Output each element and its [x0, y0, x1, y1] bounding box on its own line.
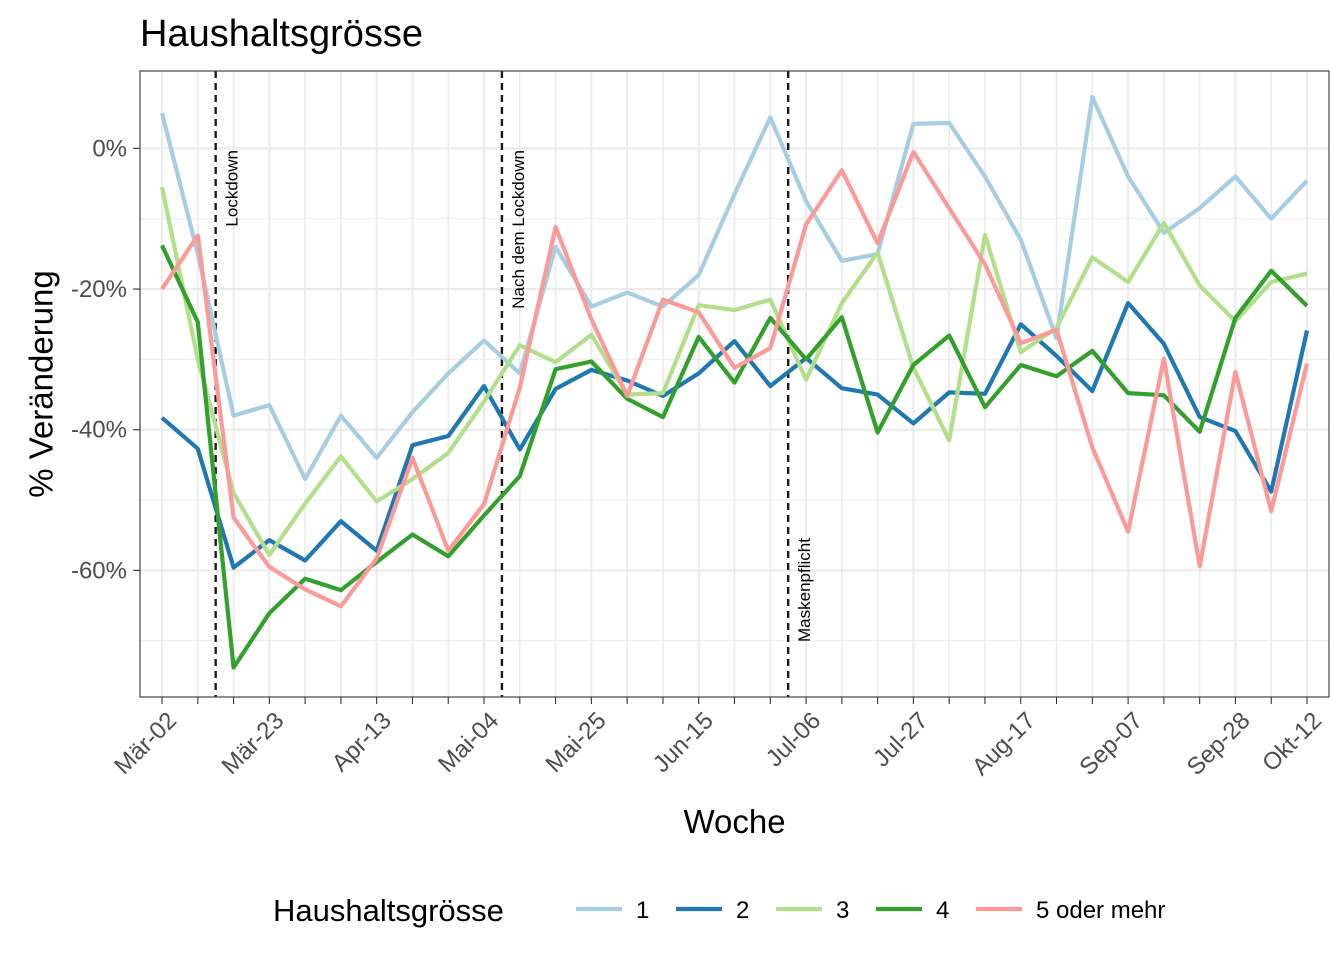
event-line-label: Nach dem Lockdown	[509, 150, 528, 309]
x-tick-label: Mai-25	[541, 707, 612, 778]
chart-title: Haushaltsgrösse	[140, 13, 423, 55]
series-line-3	[159, 186, 1308, 558]
x-tick-label: Jul-27	[868, 707, 933, 772]
y-axis: 0% -20% -40% -60%	[71, 135, 140, 584]
y-tick-label: -40%	[71, 417, 127, 444]
legend-label: 4	[936, 897, 949, 924]
x-tick-label: Aug-17	[967, 707, 1041, 781]
x-tick-label: Mär-02	[109, 707, 182, 780]
series-lines	[159, 94, 1310, 670]
x-tick-label: Apr-13	[327, 707, 397, 777]
x-tick-label: Sep-07	[1074, 707, 1148, 781]
legend-label: 3	[836, 897, 849, 924]
series-line-5-oder-mehr	[160, 149, 1310, 609]
x-tick-label: Jun-15	[648, 707, 719, 778]
x-tick-label: Sep-28	[1182, 707, 1256, 781]
event-lines: Lockdown Nach dem Lockdown Maskenpflicht	[214, 71, 814, 697]
series-line-4	[160, 244, 1309, 670]
y-tick-label: -20%	[71, 276, 127, 303]
x-tick-label: Mai-04	[433, 707, 504, 778]
legend-label: 1	[636, 897, 649, 924]
x-axis-title: Woche	[683, 803, 785, 840]
x-tick-label: Jul-06	[761, 707, 826, 772]
series-line-2	[160, 301, 1310, 570]
legend-label: 5 oder mehr	[1036, 897, 1165, 924]
event-line-label: Maskenpflicht	[795, 538, 814, 642]
legend: Haushaltsgrösse 1 2 3 4 5 oder mehr	[273, 893, 1165, 928]
x-tick-label: Mär-23	[217, 707, 290, 780]
x-axis: Mär-02 Mär-23 Apr-13 Mai-04 Mai-25 Jun-15 Jul-…	[109, 697, 1327, 781]
y-tick-label: -60%	[71, 557, 127, 584]
x-tick-label: Okt-12	[1257, 707, 1327, 777]
series-line-1	[159, 94, 1309, 482]
y-axis-title: % Veränderung	[23, 270, 60, 498]
y-tick-label: 0%	[92, 135, 127, 162]
major-gridlines	[140, 71, 1329, 697]
legend-title: Haushaltsgrösse	[273, 893, 504, 928]
event-line-label: Lockdown	[223, 150, 242, 227]
legend-label: 2	[736, 897, 749, 924]
